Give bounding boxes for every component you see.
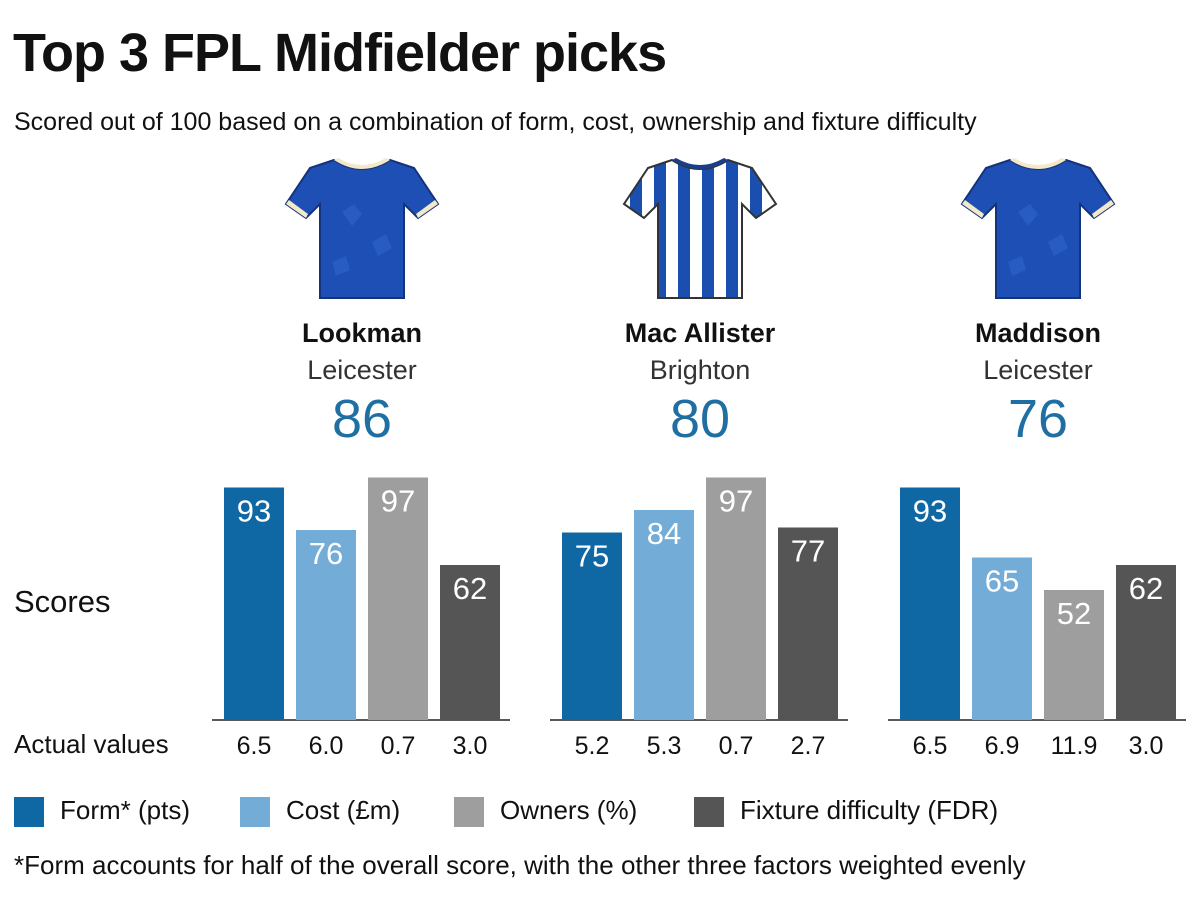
bar (972, 557, 1032, 720)
bar-value-label: 93 (237, 494, 271, 529)
legend-label-owners: Owners (%) (500, 795, 638, 825)
actual-value-label: 6.5 (913, 732, 948, 760)
bar-value-label: 65 (985, 564, 1019, 599)
player-club: Leicester (307, 355, 417, 385)
player-score: 80 (669, 389, 731, 449)
actual-value-label: 2.7 (791, 732, 826, 760)
footnote: *Form accounts for half of the overall s… (14, 850, 1026, 880)
bar (368, 477, 428, 720)
brighton-shirt-icon (622, 158, 778, 299)
actual-value-label: 3.0 (1129, 732, 1164, 760)
leicester-shirt-icon (960, 158, 1116, 299)
bar (778, 527, 838, 720)
legend-label-cost: Cost (£m) (286, 795, 401, 825)
chart-title: Top 3 FPL Midfielder picks (13, 23, 667, 83)
player-score: 76 (1007, 389, 1069, 449)
bar (1116, 565, 1176, 720)
bar-value-label: 77 (791, 534, 825, 569)
bar (634, 510, 694, 720)
bar (224, 487, 284, 720)
legend-label-form: Form* (pts) (60, 795, 190, 825)
player-name: Mac Allister (624, 318, 776, 348)
legend-swatch-fixture (694, 797, 724, 827)
legend-swatch-form (14, 797, 44, 827)
bar-value-label: 62 (1129, 571, 1163, 606)
legend-swatch-owners (454, 797, 484, 827)
actual-value-label: 0.7 (719, 732, 754, 760)
bar-value-label: 75 (575, 539, 609, 574)
bar (1044, 590, 1104, 720)
actual-value-label: 5.3 (647, 732, 682, 760)
bar (706, 477, 766, 720)
bar (562, 532, 622, 720)
bar-value-label: 76 (309, 536, 343, 571)
bar-value-label: 52 (1057, 596, 1091, 631)
actual-value-label: 3.0 (453, 732, 488, 760)
bar (440, 565, 500, 720)
legend-swatch-cost (240, 797, 270, 827)
bar-value-label: 97 (719, 484, 753, 519)
bar (900, 487, 960, 720)
actual-value-label: 0.7 (381, 732, 416, 760)
bar-value-label: 84 (647, 516, 681, 551)
bar (296, 530, 356, 720)
bar-value-label: 93 (913, 494, 947, 529)
actual-value-label: 11.9 (1051, 732, 1098, 760)
actual-value-label: 6.0 (309, 732, 344, 760)
leicester-shirt-icon (284, 158, 440, 299)
actual-value-label: 6.9 (985, 732, 1020, 760)
legend-label-fixture: Fixture difficulty (FDR) (740, 795, 999, 825)
player-name: Maddison (975, 318, 1101, 348)
scores-row-label: Scores (14, 584, 111, 619)
bar-value-label: 97 (381, 484, 415, 519)
player-club: Leicester (983, 355, 1093, 385)
player-score: 86 (331, 389, 393, 449)
player-club: Brighton (649, 355, 751, 385)
actual-value-label: 6.5 (237, 732, 272, 760)
bar-value-label: 62 (453, 571, 487, 606)
chart-subtitle: Scored out of 100 based on a combination… (14, 108, 977, 136)
player-name: Lookman (301, 318, 422, 348)
actual-value-label: 5.2 (575, 732, 610, 760)
actual-values-row-label: Actual values (14, 729, 169, 759)
